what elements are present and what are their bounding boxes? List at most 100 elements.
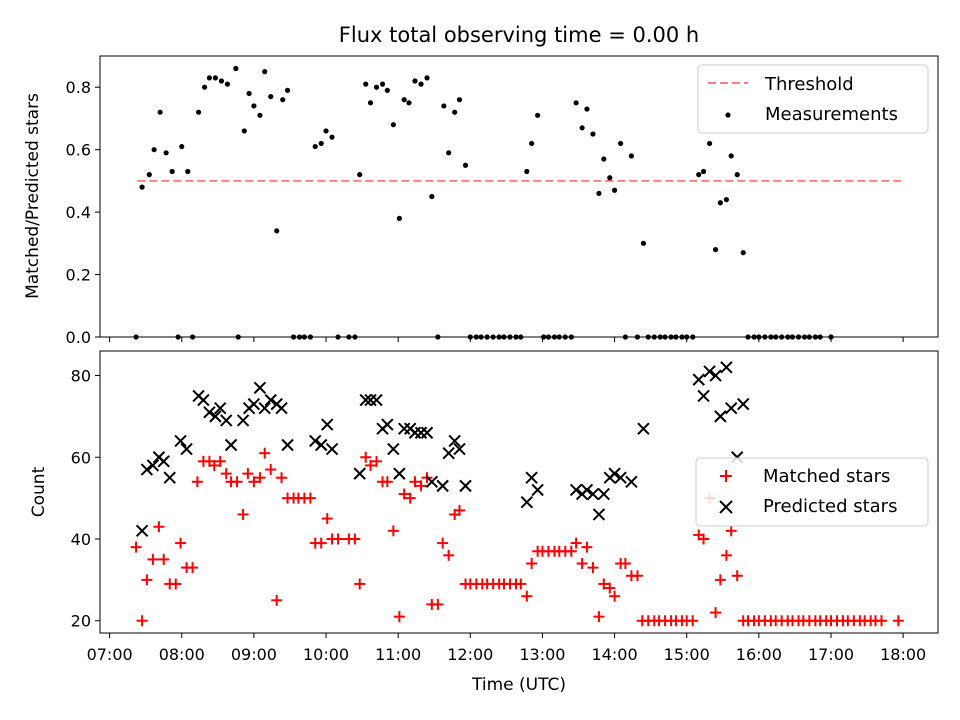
top-panel: 0.00.20.40.60.8 Matched/Predicted stars … (23, 55, 939, 347)
measurement-point (412, 78, 418, 84)
bottom-panel-y-ticks: 20 40 60 80 (71, 367, 100, 631)
predicted-star-point (353, 467, 366, 480)
predicted-star-point (387, 442, 400, 456)
measurement-point (723, 197, 729, 203)
bottom-panel: 07:00 08:00 09:00 10:00 11:00 12:00 13:00 14:00… (29, 350, 939, 695)
measurement-point (573, 100, 579, 106)
matched-star-point (404, 492, 416, 504)
predicted-star-point (393, 467, 406, 480)
matched-star-point (220, 468, 232, 480)
predicted-star-point (258, 402, 271, 415)
matched-star-point (581, 541, 593, 553)
measurement-point (601, 156, 607, 162)
measurement-point (268, 93, 274, 100)
x-tick-label: 10:00 (303, 645, 349, 664)
measurement-point (590, 131, 596, 137)
measurement-point (379, 81, 386, 87)
measurement-point (579, 125, 585, 131)
measurement-point (700, 168, 707, 175)
predicted-star-point (597, 487, 610, 501)
matched-star-point (387, 525, 399, 537)
measurement-point (524, 168, 530, 175)
measurement-point (429, 193, 435, 200)
measurement-point (596, 190, 602, 196)
top-legend: Threshold Measurements (697, 64, 929, 134)
measurement-point (284, 87, 291, 93)
predicted-star-point (520, 496, 534, 509)
measurement-point (717, 200, 723, 206)
measurement-point (274, 228, 280, 234)
matched-star-point (265, 464, 277, 476)
legend-predicted-label: Predicted stars (763, 496, 897, 517)
measurement-point (424, 75, 430, 81)
y-tick-label: 0.2 (66, 266, 91, 285)
bottom-panel-x-ticks: 07:00 08:00 09:00 10:00 11:00 12:00 13:00 14:00… (87, 633, 926, 664)
measurement-point (728, 153, 734, 159)
chart-title: Flux total observing time = 0.00 h (339, 23, 699, 47)
matched-star-point (393, 611, 405, 623)
matched-star-point (321, 513, 333, 525)
measurement-point (401, 97, 407, 103)
predicted-star-point (163, 471, 176, 484)
measurement-point (584, 106, 590, 112)
x-axis-label: Time (UTC) (471, 675, 566, 695)
measurement-point (363, 81, 369, 87)
matched-star-point (725, 525, 737, 537)
measurement-point (640, 240, 647, 246)
matched-star-point (593, 611, 605, 623)
predicted-star-point (247, 397, 261, 411)
top-y-axis-label: Matched/Predicted stars (23, 93, 43, 299)
predicted-star-point (608, 467, 621, 480)
measurement-point (169, 168, 175, 175)
matched-star-point (892, 615, 904, 627)
legend-predicted-swatch (719, 500, 733, 514)
predicted-star-point (325, 442, 339, 456)
predicted-star-point (580, 483, 594, 497)
y-tick-label: 20 (71, 612, 91, 631)
measurement-point (323, 128, 329, 134)
measurement-point (329, 134, 335, 140)
matched-star-point (432, 598, 444, 610)
measurement-point (157, 109, 163, 115)
measurement-point (446, 150, 452, 156)
bottom-panel-frame (99, 350, 939, 634)
measurement-point (163, 150, 169, 156)
matched-star-point (153, 521, 165, 533)
matched-star-point (381, 476, 393, 488)
matched-star-point (604, 582, 616, 594)
predicted-star-point (724, 402, 738, 415)
measurement-point (529, 140, 535, 147)
matched-star-point (130, 541, 142, 553)
matched-star-point (526, 558, 538, 570)
bottom-legend-box (695, 457, 929, 527)
measurement-point (452, 109, 458, 115)
matched-star-point (409, 476, 421, 488)
top-panel-y-ticks: 0.0 0.2 0.4 0.6 0.8 (66, 78, 100, 347)
predicted-star-point (281, 438, 294, 452)
measurement-point (195, 109, 202, 115)
predicted-star-point (174, 434, 187, 448)
predicted-star-point (140, 463, 154, 476)
predicted-star-point (586, 487, 600, 501)
matched-star-point (248, 476, 260, 488)
y-tick-label: 0.0 (66, 328, 91, 347)
matched-star-point (360, 451, 372, 463)
matched-star-point (609, 590, 621, 602)
matched-star-point (415, 480, 427, 492)
predicted-star-point (220, 414, 233, 427)
predicted-star-point (370, 393, 383, 407)
predicted-star-point (637, 422, 650, 435)
predicted-star-point (737, 397, 750, 411)
bottom-legend: Matched stars Predicted stars (695, 457, 929, 527)
measurement-point (262, 69, 268, 75)
top-panel-x-ticks (109, 337, 904, 342)
legend-measurements-swatch (725, 112, 731, 118)
predicted-star-point (614, 471, 627, 484)
predicted-star-point (381, 418, 394, 431)
measurement-point (367, 100, 374, 106)
predicted-star-point (436, 479, 449, 493)
predicted-star-point (448, 434, 461, 448)
matched-star-point (231, 476, 243, 488)
predicted-star-point (697, 389, 710, 403)
